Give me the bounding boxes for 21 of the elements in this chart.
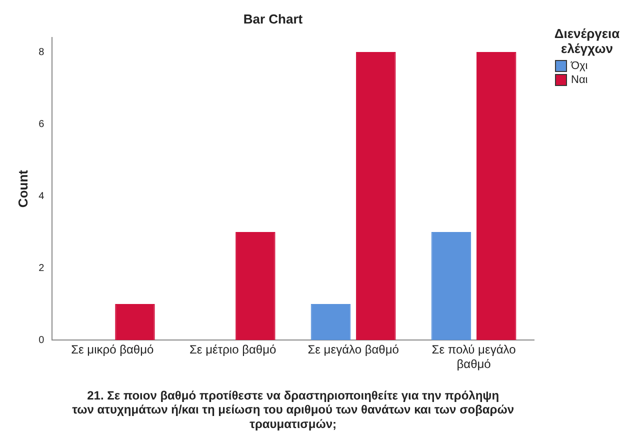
x-tick-label: Σε πολύ μεγάλο βαθμό [432, 342, 516, 371]
y-tick-label: 6 [38, 118, 45, 130]
x-tick-label: Σε μεγάλο βαθμό [308, 342, 400, 357]
bar [476, 52, 516, 340]
chart-title: Bar Chart [243, 11, 304, 26]
y-tick-label: 0 [38, 334, 45, 346]
x-tick-label: Σε μικρό βαθμό [71, 342, 154, 357]
bar [115, 304, 155, 340]
y-axis-title: Count [15, 169, 30, 208]
x-tick-label: Σε μέτριο βαθμό [189, 342, 277, 357]
legend-label: Όχι [571, 60, 588, 72]
y-tick-label: 8 [38, 46, 45, 58]
bar [236, 232, 276, 340]
bar [431, 232, 472, 340]
legend-label: Ναι [571, 74, 588, 86]
legend-title: Διενέργεια ελέγχων [553, 26, 621, 56]
y-tick-label: 4 [38, 190, 45, 202]
bar [310, 304, 351, 340]
x-axis-title: 21. Σε ποιον βαθμό προτίθεστε να δραστηριοποιηθείτε για την πρόληψη των ατυχημάτων ή/και τη μείωση του αριθμού των θανάτων και των σοβαρών τραυματισμών; [72, 388, 514, 432]
bar [356, 52, 396, 340]
y-tick-label: 2 [38, 262, 45, 274]
